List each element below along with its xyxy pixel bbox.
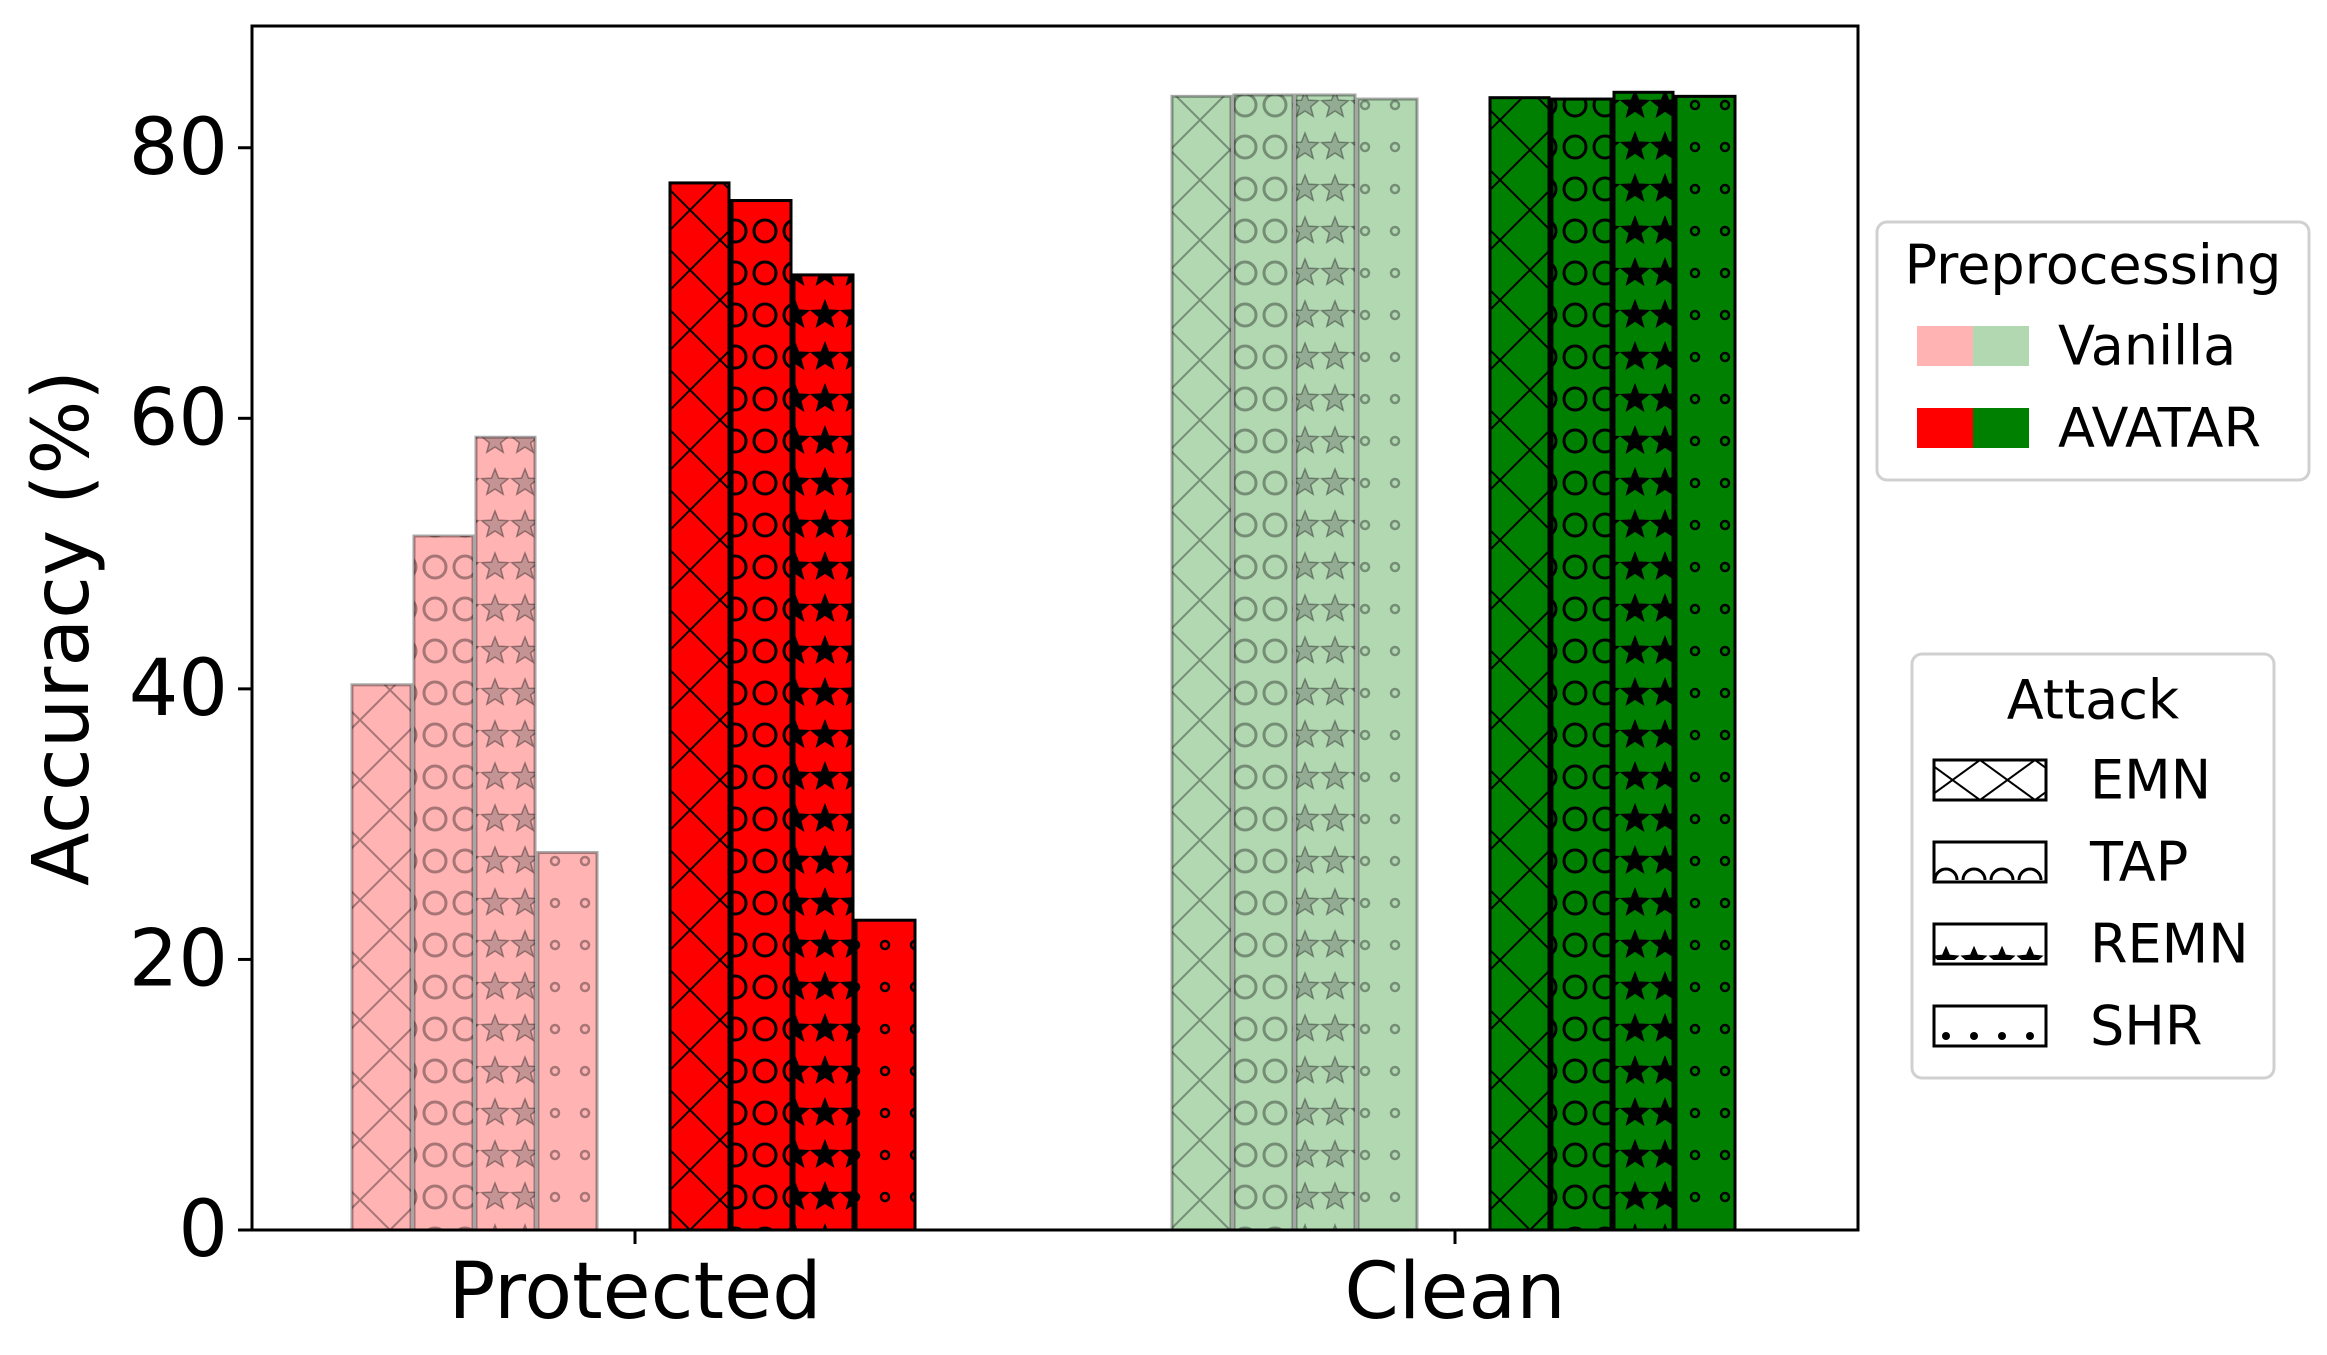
bar-clean-vanilla-tap-hatch (1234, 94, 1293, 1230)
bar-clean-avatar-tap-hatch (1552, 99, 1611, 1231)
legend-attack-title: Attack (2007, 669, 2180, 732)
bar-protected-avatar-remn-hatch (794, 274, 853, 1230)
legend-label-emn: EMN (2090, 749, 2211, 812)
x-tick-label-protected: Protected (448, 1247, 821, 1337)
x-tick-label-clean: Clean (1344, 1247, 1565, 1337)
y-tick-label-20: 20 (129, 914, 228, 1004)
bar-clean-vanilla-shr-hatch (1358, 99, 1417, 1231)
bar-protected-avatar-shr-hatch (856, 920, 915, 1230)
legend-swatch-hatch-emn (1934, 760, 2046, 800)
bar-protected-vanilla-shr-hatch (538, 852, 597, 1230)
legend-swatch-hatch-remn (1934, 924, 2046, 964)
legend-attack: Attack EMN TAP REMN SHR (1910, 652, 2276, 1080)
legend-swatch-remn (1932, 922, 2048, 966)
bar-clean-avatar-emn-hatch (1490, 97, 1549, 1231)
legend-preprocessing-title: Preprocessing (1905, 234, 2282, 297)
legend-swatch-vanilla-clean (1973, 326, 2029, 366)
legend-swatch-vanilla-protected (1917, 326, 1973, 366)
legends-group: Preprocessing Vanilla AVATAR Attack EMN TAP RE… (1875, 220, 2311, 1080)
bar-protected-avatar-emn-hatch (670, 182, 729, 1231)
bar-protected-avatar-tap-hatch (732, 200, 791, 1231)
bar-clean-vanilla-emn-hatch (1172, 96, 1231, 1230)
legend-swatch-hatch-tap (1934, 842, 2046, 882)
bars-group (350, 90, 1737, 1232)
bar-protected-vanilla-emn-hatch (352, 684, 411, 1230)
y-tick-label-80: 80 (129, 103, 228, 193)
legend-label-avatar: AVATAR (2058, 397, 2261, 460)
plot-frame (250, 24, 1860, 1232)
y-tick-label-0: 0 (178, 1185, 228, 1275)
legend-label-tap: TAP (2089, 831, 2188, 894)
y-tick-label-40: 40 (129, 644, 228, 734)
bar-protected-vanilla-remn-hatch (476, 437, 535, 1231)
legend-label-vanilla: Vanilla (2058, 315, 2236, 378)
legend-label-remn: REMN (2090, 913, 2249, 976)
bar-clean-avatar-shr-hatch (1676, 96, 1735, 1230)
legend-swatch-shr (1932, 1004, 2048, 1048)
legend-swatch-emn (1932, 758, 2048, 802)
bar-clean-avatar-remn-hatch (1614, 92, 1673, 1231)
y-axis-label: Accuracy (%) (17, 370, 107, 886)
legend-swatch-hatch-shr (1934, 1006, 2046, 1046)
axes-group: 0 20 40 60 80 Protected Clean Accuracy (%) (17, 24, 1860, 1337)
bar-protected-vanilla-tap-hatch (414, 536, 473, 1230)
legend-swatch-tap (1932, 840, 2048, 884)
legend-swatch-avatar-protected (1917, 408, 1973, 448)
bar-clean-vanilla-remn-hatch (1296, 94, 1355, 1230)
y-tick-label-60: 60 (129, 373, 228, 463)
legend-label-shr: SHR (2090, 995, 2202, 1058)
legend-preprocessing: Preprocessing Vanilla AVATAR (1875, 220, 2311, 482)
legend-swatch-avatar-clean (1973, 408, 2029, 448)
